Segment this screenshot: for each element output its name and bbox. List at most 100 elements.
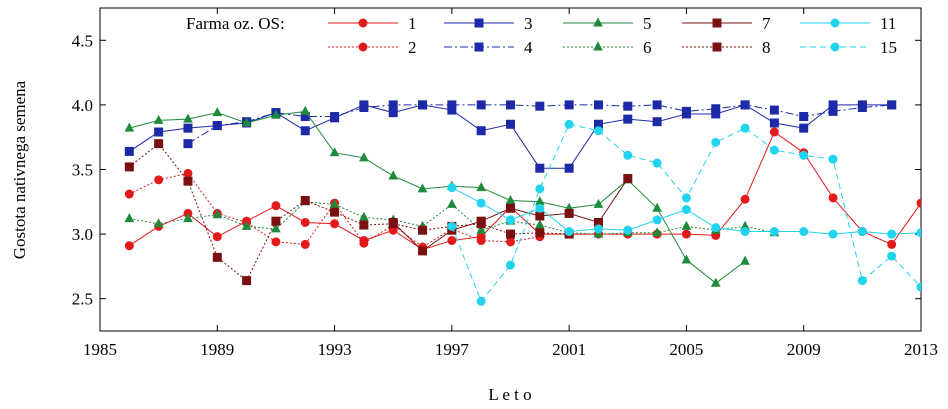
data-point bbox=[652, 117, 662, 127]
legend-item: 5 bbox=[563, 14, 652, 33]
legend-swatch-marker bbox=[358, 42, 368, 52]
legend-item: 4 bbox=[444, 38, 533, 57]
data-point bbox=[564, 119, 574, 129]
data-point bbox=[828, 106, 838, 116]
data-point bbox=[711, 104, 721, 114]
data-point bbox=[711, 137, 721, 147]
data-point bbox=[623, 225, 633, 235]
data-point bbox=[388, 100, 398, 110]
data-point bbox=[740, 100, 750, 110]
data-point bbox=[447, 236, 457, 246]
data-point bbox=[681, 205, 691, 215]
data-point bbox=[476, 100, 486, 110]
data-point bbox=[476, 182, 487, 192]
legend-swatch-marker bbox=[712, 42, 722, 52]
data-point bbox=[681, 193, 691, 203]
data-point bbox=[183, 123, 193, 133]
data-point bbox=[799, 227, 809, 237]
data-point bbox=[476, 224, 487, 234]
data-point bbox=[652, 202, 662, 212]
legend-swatch-marker bbox=[830, 18, 840, 28]
x-tick-label: 2005 bbox=[669, 340, 703, 359]
data-point bbox=[564, 208, 574, 218]
data-point bbox=[506, 260, 515, 270]
series-11 bbox=[447, 183, 921, 239]
data-point bbox=[271, 109, 281, 119]
x-tick-label: 2009 bbox=[787, 340, 821, 359]
legend-item: 6 bbox=[563, 38, 652, 57]
data-point bbox=[916, 228, 921, 238]
data-point bbox=[887, 239, 897, 249]
data-point bbox=[535, 101, 545, 111]
data-point bbox=[271, 201, 281, 211]
y-axis-label: Gostota nativnega semena bbox=[10, 80, 29, 259]
data-point bbox=[124, 241, 134, 251]
data-point bbox=[447, 183, 457, 193]
data-point bbox=[506, 203, 515, 213]
data-point bbox=[241, 117, 252, 127]
data-point bbox=[887, 100, 897, 110]
series-line bbox=[129, 131, 921, 251]
data-point bbox=[330, 207, 340, 217]
y-tick-label: 2.5 bbox=[72, 290, 93, 309]
data-point bbox=[359, 211, 369, 221]
data-point bbox=[623, 174, 633, 184]
data-point bbox=[447, 198, 457, 208]
data-point bbox=[418, 225, 428, 235]
data-point bbox=[564, 163, 574, 173]
data-point bbox=[212, 232, 222, 242]
legend-swatch-marker bbox=[712, 18, 722, 28]
data-point bbox=[740, 255, 750, 265]
data-point bbox=[330, 219, 340, 229]
data-point bbox=[300, 105, 311, 115]
data-point bbox=[212, 107, 223, 117]
data-point bbox=[153, 218, 164, 228]
data-point bbox=[183, 168, 193, 178]
data-point bbox=[593, 100, 603, 110]
data-point bbox=[124, 213, 135, 223]
y-tick-label: 4.5 bbox=[72, 31, 93, 50]
legend-label: 6 bbox=[643, 38, 652, 57]
data-point bbox=[183, 213, 193, 223]
data-point bbox=[916, 282, 921, 292]
legend-item: 7 bbox=[682, 14, 771, 33]
x-axis-label: L e t o bbox=[488, 385, 531, 404]
data-point bbox=[329, 198, 340, 208]
data-point bbox=[593, 224, 603, 234]
data-point bbox=[124, 162, 134, 172]
data-point bbox=[154, 127, 164, 137]
data-point bbox=[124, 122, 135, 132]
x-tick-label: 1997 bbox=[435, 340, 470, 359]
legend-title: Farma oz. OS: bbox=[186, 14, 285, 33]
data-point bbox=[740, 194, 750, 204]
data-point bbox=[681, 229, 691, 239]
data-point bbox=[183, 139, 193, 149]
data-point bbox=[241, 220, 252, 230]
data-point bbox=[535, 228, 545, 238]
data-point bbox=[740, 123, 750, 133]
data-point bbox=[300, 126, 310, 136]
data-point bbox=[359, 238, 369, 248]
data-point bbox=[154, 175, 164, 185]
legend-swatch-marker bbox=[474, 18, 484, 28]
data-point bbox=[154, 139, 164, 149]
legend-item: 11 bbox=[800, 14, 896, 33]
legend-item: 2 bbox=[328, 38, 417, 57]
data-point bbox=[242, 276, 252, 286]
data-point bbox=[769, 127, 779, 137]
data-point bbox=[799, 112, 809, 122]
data-point bbox=[652, 215, 662, 225]
data-point bbox=[857, 102, 867, 112]
data-point bbox=[212, 121, 222, 131]
data-point bbox=[476, 126, 486, 136]
series-5 bbox=[124, 105, 750, 287]
legend-label: 1 bbox=[408, 14, 417, 33]
data-point bbox=[534, 219, 545, 229]
data-point bbox=[447, 221, 457, 231]
legend-label: 2 bbox=[408, 38, 417, 57]
data-point bbox=[506, 229, 515, 239]
data-point bbox=[681, 254, 692, 264]
data-point bbox=[681, 106, 691, 116]
legend-label: 4 bbox=[524, 38, 533, 57]
data-point bbox=[769, 118, 779, 128]
